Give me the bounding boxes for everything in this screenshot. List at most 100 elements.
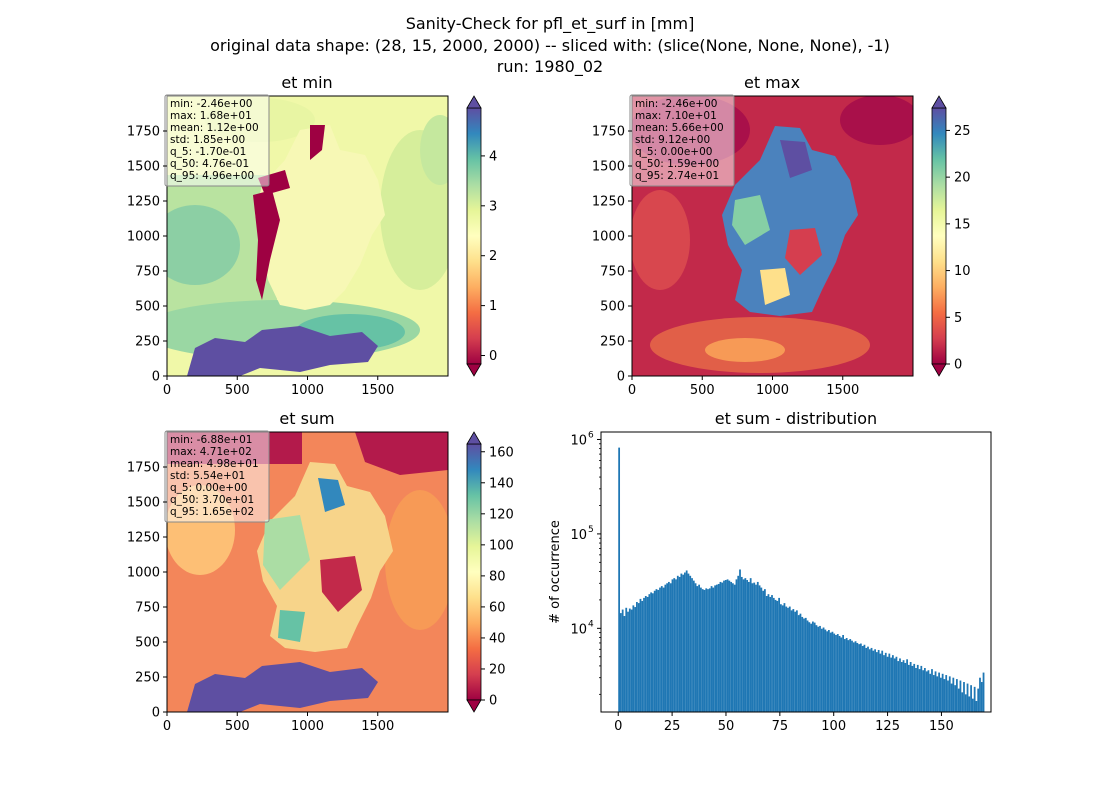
histogram-bar xyxy=(963,682,965,712)
histogram-bar xyxy=(973,686,976,712)
stat-max: max: 4.71e+02 xyxy=(170,446,252,458)
histogram-bar xyxy=(808,622,811,712)
x-tick-label: 1000 xyxy=(291,383,324,398)
histogram-bar xyxy=(936,676,939,712)
panel-et-min: et min min: -2.46e+00 max: 1.68e+01 mean… xyxy=(127,73,497,398)
histogram-bar xyxy=(643,597,645,712)
histogram-bar xyxy=(723,580,725,712)
histogram-bar xyxy=(756,581,759,712)
histogram-bar xyxy=(904,662,907,712)
y-tick-label: 250 xyxy=(135,671,160,686)
stat-q50: q_50: 1.59e+00 xyxy=(635,158,719,170)
histogram-bar xyxy=(923,668,926,712)
histogram-bar xyxy=(877,649,880,712)
field-region-northeast xyxy=(840,96,913,145)
histogram-bar xyxy=(868,649,871,712)
histogram-bar xyxy=(888,653,891,712)
histogram-bar xyxy=(701,589,704,712)
histogram-bar xyxy=(671,579,674,712)
histogram-bar xyxy=(712,587,715,712)
histogram-bar xyxy=(716,584,718,712)
histogram-bar xyxy=(827,630,830,712)
histogram-bar xyxy=(660,586,663,712)
histogram-bar xyxy=(705,588,708,712)
x-tick-label: 0 xyxy=(614,719,622,734)
y-tick-exponent: 5 xyxy=(588,525,594,535)
panel-et-sum: et sum min: -6.88e+01 max: 4.71e+02 mean… xyxy=(127,409,514,734)
histogram-bar xyxy=(655,589,658,712)
histogram-bar xyxy=(840,637,843,712)
stat-std: std: 9.12e+00 xyxy=(635,134,710,146)
x-tick-label: 1000 xyxy=(291,719,324,734)
x-tick-label: 500 xyxy=(225,719,250,734)
histogram-bar xyxy=(673,578,676,712)
x-tick-label: 50 xyxy=(718,719,735,734)
histogram-bar xyxy=(947,680,949,712)
colorbar-tick-label: 0 xyxy=(489,349,497,364)
y-tick-label: 500 xyxy=(600,300,625,315)
histogram-bar xyxy=(804,617,807,712)
histogram-bar xyxy=(714,585,717,712)
histogram-bar xyxy=(755,584,757,712)
histogram-bar xyxy=(836,634,839,712)
histogram-bar xyxy=(765,595,768,712)
colorbar-tick-label: 2 xyxy=(489,249,497,264)
histogram-bar xyxy=(719,581,722,712)
histogram-bar xyxy=(851,640,853,712)
y-tick-label: 0 xyxy=(152,370,160,385)
stat-q50: q_50: 3.70e+01 xyxy=(170,494,254,506)
histogram-bar xyxy=(913,663,916,712)
y-tick-label: 1750 xyxy=(127,461,160,476)
y-tick-label: 10 xyxy=(570,622,587,637)
y-tick-label: 10 xyxy=(570,433,587,448)
x-tick-label: 1500 xyxy=(361,719,394,734)
y-tick-label: 500 xyxy=(135,636,160,651)
y-tick-label: 10 xyxy=(570,528,587,543)
histogram-bar xyxy=(721,582,724,712)
histogram-bar xyxy=(931,669,933,712)
histogram-bar xyxy=(968,696,971,712)
histogram-bar xyxy=(886,656,889,712)
histogram-bar xyxy=(872,650,875,712)
histogram-bar xyxy=(815,625,818,712)
colorbar-body xyxy=(466,443,482,701)
histogram-bar xyxy=(644,595,647,712)
histogram-bar xyxy=(724,579,727,712)
histogram-bar xyxy=(975,700,978,712)
histogram-bar xyxy=(700,587,702,712)
histogram-bar xyxy=(893,658,896,712)
histogram-bar xyxy=(829,632,832,712)
colorbar-extend-top xyxy=(466,431,482,445)
histogram-bar xyxy=(692,580,695,712)
stat-q5: q_5: -1.70e-01 xyxy=(170,146,246,158)
colorbar-tick-label: 40 xyxy=(489,631,506,646)
histogram-bar xyxy=(698,584,701,712)
histogram-bar xyxy=(820,628,823,712)
field-region-germany-blue xyxy=(318,478,345,512)
histogram-bar xyxy=(780,604,782,712)
y-tick-label: 1500 xyxy=(127,496,160,511)
histogram-bar xyxy=(744,578,747,712)
stat-mean: mean: 1.12e+00 xyxy=(170,122,259,134)
axis-ticks-et-max: 0 500 1000 1500 0 250 500 750 1000 1250 1500 1750 xyxy=(592,125,859,399)
histogram-bar xyxy=(803,618,805,712)
x-tick-label: 1500 xyxy=(826,383,859,398)
figure-title-line-1: Sanity-Check for pfl_et_surf in [mm] xyxy=(406,14,695,34)
histogram-bar xyxy=(897,661,900,712)
axis-ticks-et-min: 0 500 1000 1500 0 250 500 750 1000 1250 1500 1750 xyxy=(127,125,394,399)
histogram-bar xyxy=(911,665,914,712)
field-region-germany-purple xyxy=(780,140,812,178)
histogram-bar xyxy=(959,680,962,712)
histogram-bar xyxy=(927,670,930,712)
colorbar-et-sum: 0 20 40 60 80 100 120 140 160 xyxy=(466,431,514,713)
histogram-bar xyxy=(703,589,706,712)
colorbar-ticks-et-max: 0 5 10 15 20 25 xyxy=(946,124,971,373)
histogram-bar xyxy=(732,583,734,712)
panel-et-max: et max min: -2.46e+00 max: 7.10e+01 mean… xyxy=(592,73,971,398)
histogram-bar xyxy=(899,658,901,712)
histogram-bar xyxy=(845,637,848,712)
histogram-bar xyxy=(680,573,683,712)
x-tick-label: 0 xyxy=(628,383,636,398)
